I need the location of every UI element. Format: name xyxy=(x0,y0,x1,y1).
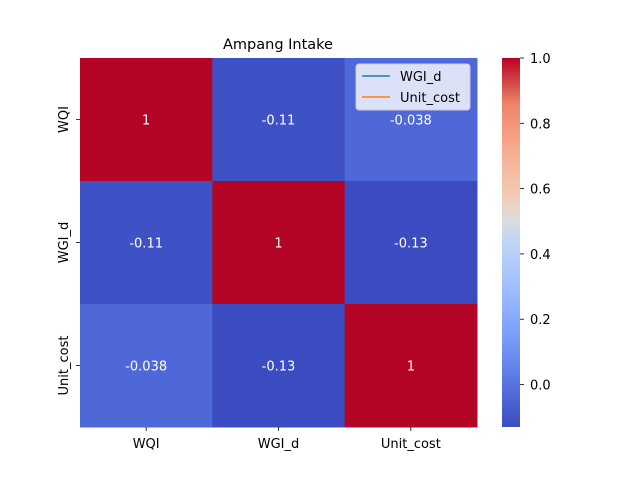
x-tick-label: WGI_d xyxy=(258,437,300,452)
chart-title: Ampang Intake xyxy=(223,37,333,53)
cell-value-label: -0.038 xyxy=(390,114,432,129)
cell-value-label: -0.038 xyxy=(125,360,167,375)
x-axis: WQI WGI_d Unit_cost xyxy=(133,427,441,452)
x-tick-label: WQI xyxy=(133,437,160,452)
heatmap-cell-labels: 1 -0.11 -0.038 -0.11 1 -0.13 -0.038 -0.13 1 xyxy=(125,114,432,375)
colorbar-tick-label: 0.2 xyxy=(530,313,551,328)
y-tick-label: Unit_cost xyxy=(57,336,72,396)
cell-value-label: 1 xyxy=(407,360,415,375)
heatmap-cell xyxy=(80,304,213,428)
colorbar: 0.0 0.2 0.4 0.6 0.8 1.0 xyxy=(502,52,551,427)
heatmap-cells xyxy=(80,58,478,428)
heatmap-cell xyxy=(80,181,213,305)
legend-label: Unit_cost xyxy=(400,91,460,106)
cell-value-label: 1 xyxy=(274,237,282,252)
heatmap-cell xyxy=(212,304,346,428)
cell-value-label: -0.13 xyxy=(394,237,428,252)
heatmap-cell xyxy=(212,181,346,305)
cell-value-label: -0.13 xyxy=(262,360,296,375)
colorbar-gradient xyxy=(502,58,520,427)
heatmap-cell xyxy=(80,58,213,182)
legend: WGI_d Unit_cost xyxy=(355,63,471,111)
cell-value-label: 1 xyxy=(142,114,150,129)
cell-value-label: -0.11 xyxy=(129,237,163,252)
cell-value-label: -0.11 xyxy=(262,114,296,129)
x-tick-label: Unit_cost xyxy=(381,437,441,452)
heatmap-cell xyxy=(344,181,478,305)
colorbar-tick-label: 0.0 xyxy=(530,379,551,394)
legend-label: WGI_d xyxy=(400,70,442,85)
colorbar-tick-label: 1.0 xyxy=(530,52,551,67)
colorbar-tick-label: 0.6 xyxy=(530,183,551,198)
colorbar-tick-label: 0.8 xyxy=(530,117,551,132)
y-tick-label: WQI xyxy=(57,106,72,133)
colorbar-tick-label: 0.4 xyxy=(530,248,551,263)
heatmap-cell xyxy=(212,58,346,182)
heatmap-cell xyxy=(344,304,478,428)
y-tick-label: WGI_d xyxy=(57,222,72,264)
y-axis: WQI WGI_d Unit_cost xyxy=(57,106,80,395)
